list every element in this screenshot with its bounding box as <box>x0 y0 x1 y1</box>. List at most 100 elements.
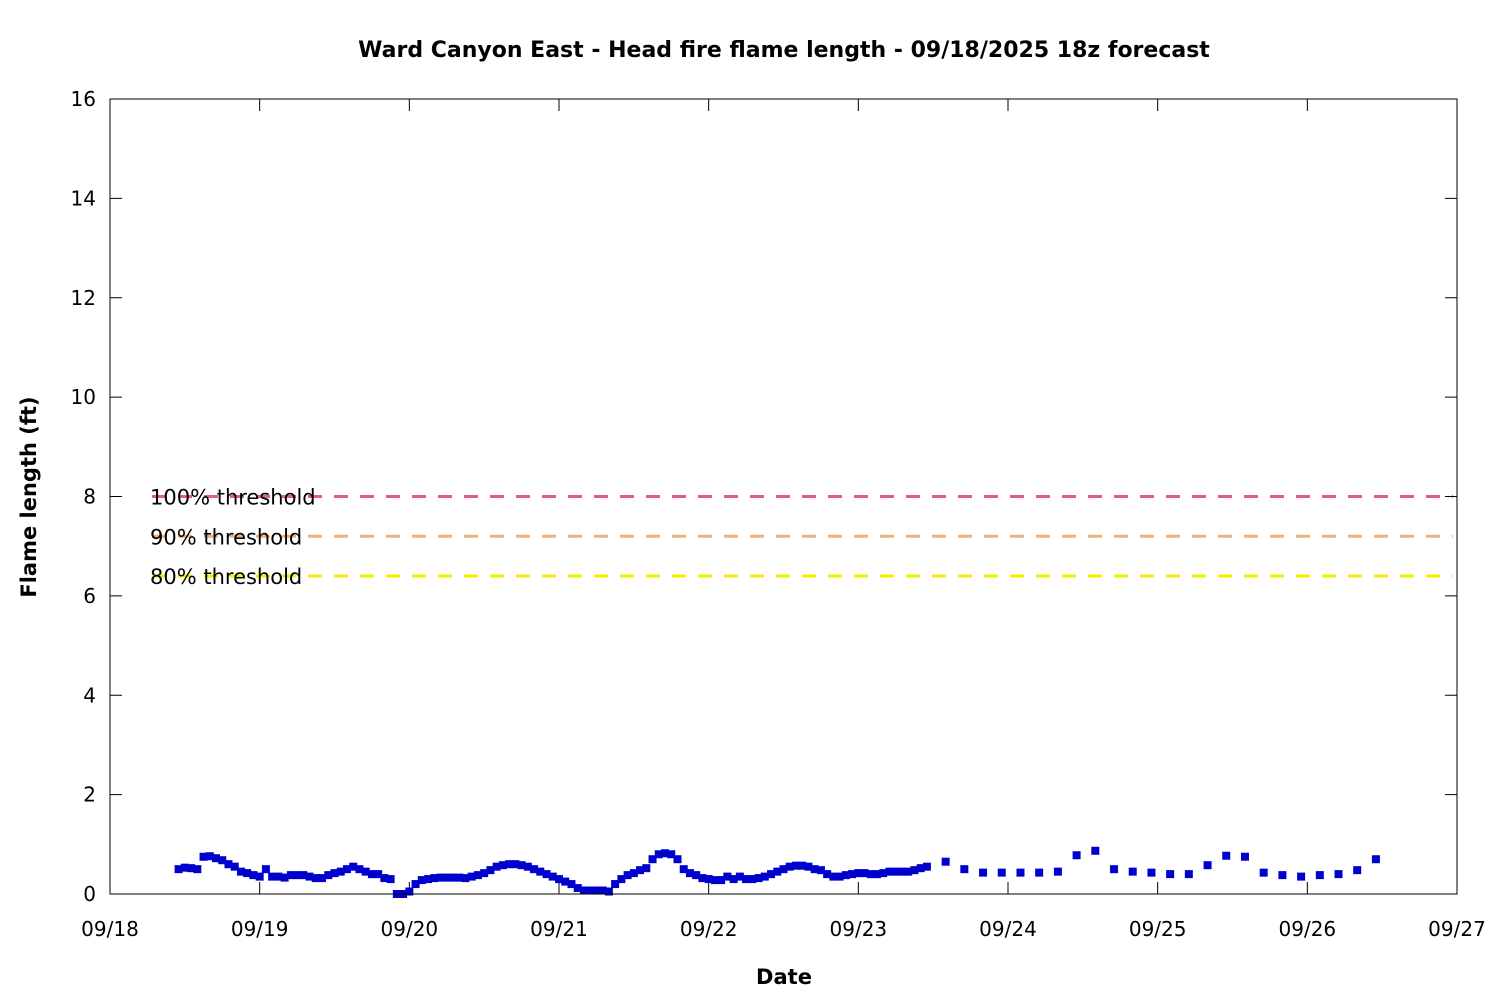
data-points <box>174 846 1380 898</box>
data-point <box>299 871 308 880</box>
data-point <box>754 874 763 883</box>
data-point <box>224 860 233 869</box>
data-point <box>791 861 800 870</box>
data-point <box>685 869 694 878</box>
data-point <box>461 874 470 883</box>
data-point <box>255 872 264 881</box>
x-tick-label: 09/20 <box>381 917 439 941</box>
data-point <box>916 864 925 873</box>
data-point <box>1353 866 1362 875</box>
data-point <box>293 871 302 880</box>
data-point <box>230 862 239 871</box>
y-tick-label: 8 <box>83 485 96 509</box>
data-point <box>841 871 850 880</box>
y-tick-label: 10 <box>71 385 96 409</box>
x-tick-label: 09/18 <box>81 917 139 941</box>
data-point <box>810 865 819 874</box>
x-tick-label: 09/22 <box>680 917 738 941</box>
data-point <box>561 877 570 886</box>
data-point <box>848 870 857 879</box>
x-tick-label: 09/21 <box>530 917 588 941</box>
data-point <box>885 867 894 876</box>
data-point <box>411 880 420 889</box>
data-point <box>873 870 882 879</box>
data-point <box>555 875 563 884</box>
data-point <box>199 852 208 861</box>
x-tick-label: 09/27 <box>1428 917 1486 941</box>
threshold-label: 90% threshold <box>150 525 302 549</box>
data-point <box>405 887 414 896</box>
data-point <box>268 872 277 881</box>
y-tick-label: 6 <box>83 584 96 608</box>
data-point <box>218 856 227 865</box>
data-point <box>467 872 476 881</box>
data-point <box>748 875 757 884</box>
y-tick-label: 2 <box>83 783 96 807</box>
y-tick-label: 12 <box>71 286 96 310</box>
data-point <box>1222 851 1231 860</box>
data-point <box>611 880 620 889</box>
data-point <box>673 855 682 864</box>
chart-title: Ward Canyon East - Head fire flame lengt… <box>358 38 1210 63</box>
data-point <box>698 874 707 883</box>
data-point <box>1240 852 1249 861</box>
data-point <box>236 867 245 876</box>
data-point <box>486 866 495 875</box>
data-point <box>773 867 782 876</box>
data-point <box>586 886 595 895</box>
data-point <box>723 872 732 881</box>
x-tick-label: 09/26 <box>1279 917 1337 941</box>
data-point <box>742 875 751 884</box>
data-point <box>1259 868 1268 877</box>
y-tick-label: 4 <box>83 683 96 707</box>
data-point <box>205 852 214 861</box>
data-point <box>636 866 645 875</box>
data-point <box>704 875 713 884</box>
data-point <box>530 865 539 874</box>
data-point <box>1016 868 1025 877</box>
data-point <box>498 861 507 870</box>
data-point <box>941 857 950 866</box>
data-point <box>592 886 601 895</box>
data-point <box>349 862 358 871</box>
data-point <box>922 862 931 871</box>
data-point <box>355 865 364 874</box>
data-point <box>480 869 489 878</box>
data-point <box>860 869 869 878</box>
data-point <box>604 887 613 896</box>
data-point <box>261 865 270 874</box>
data-point <box>1035 868 1044 877</box>
data-point <box>386 875 395 884</box>
data-point <box>274 872 283 881</box>
data-point <box>1110 865 1119 874</box>
data-point <box>536 867 545 876</box>
data-point <box>573 884 582 893</box>
x-tick-label: 09/19 <box>231 917 289 941</box>
data-point <box>336 867 345 876</box>
data-point <box>879 869 888 878</box>
data-point <box>430 874 439 883</box>
data-point <box>286 871 295 880</box>
threshold-label: 80% threshold <box>150 565 302 589</box>
data-point <box>910 866 919 875</box>
x-axis-label: Date <box>756 965 812 989</box>
data-point <box>280 873 289 882</box>
data-point <box>979 868 988 877</box>
data-point <box>249 871 258 880</box>
data-point <box>661 849 670 858</box>
data-point <box>617 875 626 884</box>
data-point <box>1315 871 1324 880</box>
data-point <box>193 865 202 874</box>
data-point <box>305 872 314 881</box>
data-point <box>367 870 376 879</box>
data-point <box>330 869 339 878</box>
data-point <box>735 872 744 881</box>
data-point <box>579 886 588 895</box>
data-point <box>324 871 333 880</box>
data-point <box>823 870 832 879</box>
data-point <box>760 872 769 881</box>
data-point <box>523 862 532 871</box>
data-point <box>897 867 906 876</box>
data-point <box>729 875 738 884</box>
